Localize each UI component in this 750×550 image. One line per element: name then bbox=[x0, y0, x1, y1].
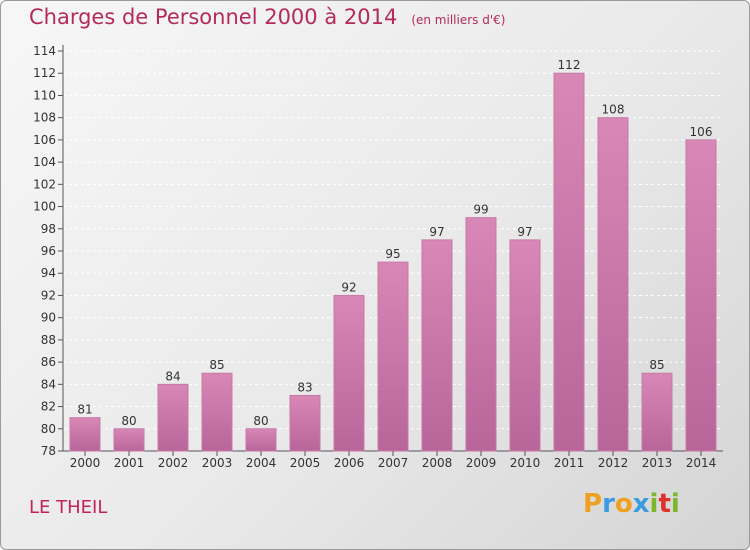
data-label: 112 bbox=[558, 58, 581, 72]
bar bbox=[69, 417, 101, 452]
bar bbox=[245, 428, 277, 452]
bar bbox=[685, 139, 717, 452]
x-tick-label: 2009 bbox=[466, 456, 497, 470]
bar bbox=[597, 117, 629, 452]
x-tick-label: 2010 bbox=[510, 456, 541, 470]
x-tick-label: 2008 bbox=[422, 456, 453, 470]
bar bbox=[465, 217, 497, 452]
x-tick-label: 2004 bbox=[246, 456, 277, 470]
y-tick-label: 96 bbox=[41, 244, 56, 258]
data-label: 95 bbox=[385, 247, 400, 261]
y-tick-label: 106 bbox=[33, 133, 56, 147]
data-label: 106 bbox=[690, 125, 713, 139]
y-tick-label: 94 bbox=[41, 266, 56, 280]
bar bbox=[333, 294, 365, 452]
x-tick-label: 2000 bbox=[70, 456, 101, 470]
y-tick-label: 102 bbox=[33, 177, 56, 191]
bar bbox=[201, 372, 233, 452]
x-tick-label: 2013 bbox=[642, 456, 673, 470]
bar bbox=[377, 261, 409, 452]
x-tick-label: 2003 bbox=[202, 456, 233, 470]
x-tick-label: 2007 bbox=[378, 456, 409, 470]
x-tick-label: 2011 bbox=[554, 456, 585, 470]
y-tick-label: 90 bbox=[41, 311, 56, 325]
chart-title: Charges de Personnel 2000 à 2014 (en mill… bbox=[29, 5, 506, 29]
bar bbox=[553, 72, 585, 452]
bar bbox=[113, 428, 145, 452]
x-tick-label: 2005 bbox=[290, 456, 321, 470]
y-tick-label: 80 bbox=[41, 422, 56, 436]
y-tick-label: 98 bbox=[41, 222, 56, 236]
bar bbox=[157, 383, 189, 452]
data-label: 92 bbox=[341, 280, 356, 294]
logo-letter: i bbox=[670, 489, 680, 519]
y-tick-label: 88 bbox=[41, 333, 56, 347]
y-tick-label: 108 bbox=[33, 111, 56, 125]
data-label: 85 bbox=[209, 358, 224, 372]
logo-letter: i bbox=[649, 489, 659, 519]
data-label: 97 bbox=[517, 225, 532, 239]
x-tick-label: 2012 bbox=[598, 456, 629, 470]
bar bbox=[421, 239, 453, 452]
place-name: LE THEIL bbox=[29, 497, 108, 518]
y-tick-label: 84 bbox=[41, 377, 56, 391]
data-label: 99 bbox=[473, 203, 488, 217]
data-label: 80 bbox=[253, 414, 268, 428]
x-tick-label: 2006 bbox=[334, 456, 365, 470]
y-tick-label: 92 bbox=[41, 288, 56, 302]
logo-letter: o bbox=[614, 489, 633, 519]
data-label: 83 bbox=[297, 380, 312, 394]
y-tick-label: 112 bbox=[33, 66, 56, 80]
bar bbox=[289, 394, 321, 452]
data-label: 81 bbox=[77, 403, 92, 417]
chart-subtitle: (en milliers d'€) bbox=[411, 13, 506, 27]
y-tick-label: 104 bbox=[33, 155, 56, 169]
bar bbox=[509, 239, 541, 452]
logo-letter: t bbox=[658, 489, 671, 519]
y-tick-label: 110 bbox=[33, 88, 56, 102]
data-label: 84 bbox=[165, 369, 180, 383]
data-label: 85 bbox=[649, 358, 664, 372]
y-tick-label: 114 bbox=[33, 44, 56, 58]
data-label: 108 bbox=[602, 103, 625, 117]
logo-letter: x bbox=[632, 489, 650, 519]
y-tick-label: 82 bbox=[41, 400, 56, 414]
data-label: 80 bbox=[121, 414, 136, 428]
y-tick-label: 78 bbox=[41, 444, 56, 458]
logo-letter: P bbox=[583, 489, 603, 519]
x-tick-label: 2002 bbox=[158, 456, 189, 470]
bar bbox=[641, 372, 673, 452]
y-tick-label: 86 bbox=[41, 355, 56, 369]
x-tick-label: 2014 bbox=[686, 456, 717, 470]
logo-letter: r bbox=[602, 489, 615, 519]
proxiti-logo: Proxiti bbox=[583, 489, 680, 519]
data-label: 97 bbox=[429, 225, 444, 239]
y-tick-label: 100 bbox=[33, 200, 56, 214]
x-tick-label: 2001 bbox=[114, 456, 145, 470]
